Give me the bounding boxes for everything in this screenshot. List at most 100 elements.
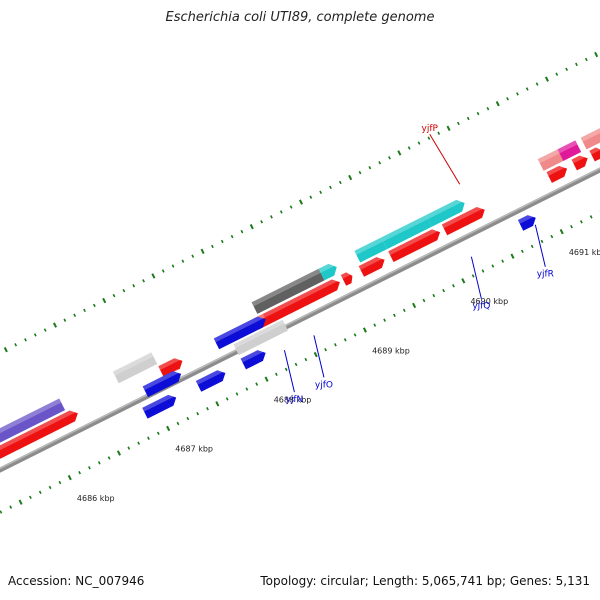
- inner-tick: [510, 253, 515, 259]
- cluster-cyan-c-gloss: [381, 215, 429, 242]
- outer-tick: [584, 57, 588, 62]
- outer-tick: [555, 72, 559, 76]
- outer-tick: [476, 111, 480, 116]
- reverse-cds-3-shape: [517, 215, 536, 231]
- scale-label-4688: 4688 kbp: [274, 395, 312, 404]
- inner-tick: [245, 387, 249, 391]
- inner-tick: [255, 382, 259, 386]
- forward-cds-8: [571, 152, 588, 171]
- inner-tick: [362, 327, 367, 333]
- outer-tick: [132, 284, 136, 288]
- forward-cds-9-gloss: [589, 145, 600, 155]
- inner-tick: [29, 495, 32, 499]
- cluster-cyan-c: [381, 215, 432, 250]
- inner-tick: [67, 474, 72, 481]
- inner-tick: [550, 234, 554, 239]
- forward-cds-0-gloss: [0, 407, 78, 464]
- reverse-cds-5: [142, 368, 182, 398]
- inner-tick-track: [0, 210, 600, 514]
- reverse-cds-3: [517, 212, 536, 231]
- inner-tick: [225, 397, 229, 401]
- forward-cds-3-shape: [340, 272, 353, 286]
- reverse-cds-1: [195, 367, 226, 392]
- outer-tick: [397, 150, 402, 156]
- cluster-cyan-b: [354, 237, 388, 263]
- reverse-cds-3-gloss: [517, 212, 535, 224]
- outer-tick: [348, 174, 353, 181]
- inner-tick: [206, 407, 209, 411]
- bottom-gene-labels: yjfNyjfOyjfQyjfRyjfY: [283, 224, 554, 405]
- cluster-cyan-a-shape: [318, 263, 337, 281]
- cluster-cyan-d: [425, 197, 465, 227]
- outer-tick: [122, 288, 126, 293]
- outer-tick: [52, 322, 58, 328]
- cluster-grey-gloss: [251, 268, 321, 307]
- inner-tick: [530, 244, 534, 249]
- inner-tick: [501, 259, 505, 263]
- inner-tick: [324, 348, 327, 352]
- cluster-pink-a-shape: [537, 149, 564, 171]
- forward-cds-5-shape: [388, 229, 441, 263]
- outer-tick: [83, 308, 86, 313]
- inner-tick: [373, 323, 377, 327]
- scale-label-4690: 4690 kbp: [470, 297, 508, 306]
- inner-tick: [156, 431, 160, 436]
- inner-tick: [0, 510, 3, 514]
- scale-label-4689: 4689 kbp: [372, 346, 410, 355]
- reverse-cds-1-gloss: [195, 367, 225, 385]
- backbone-track: [0, 167, 600, 473]
- inner-tick: [520, 249, 524, 254]
- gene-label-yjfO: yjfO: [315, 380, 333, 390]
- forward-cds-5: [388, 226, 441, 263]
- inner-tick: [304, 357, 308, 362]
- inner-tick: [313, 351, 318, 358]
- inner-tick: [294, 362, 298, 367]
- outer-tick: [33, 333, 37, 337]
- inner-tick: [579, 220, 583, 224]
- scale-label-4686: 4686 kbp: [77, 494, 115, 503]
- outer-tick: [298, 199, 303, 205]
- inner-tick: [147, 436, 150, 440]
- reverse-cds-4-gloss: [213, 313, 265, 343]
- inner-tick: [235, 392, 239, 396]
- forward-cds-0-shape: [0, 410, 78, 470]
- cluster-pink-a-gloss: [537, 149, 560, 164]
- cluster-purple: [0, 398, 66, 453]
- outer-tick: [260, 220, 264, 224]
- scale-labels: 4686 kbp 4687 kbp 4688 kbp 4689 kbp 4690 kbp…: [77, 248, 600, 503]
- outer-tick: [457, 121, 460, 126]
- scale-label-4691: 4691 kbp: [569, 248, 600, 257]
- cluster-cyan-d-shape: [425, 199, 465, 227]
- gene-leader-yjfN: [283, 350, 295, 393]
- outer-tick: [102, 297, 107, 304]
- cluster-grey-shape: [251, 268, 325, 314]
- outer-tick: [495, 101, 500, 107]
- inner-tick: [393, 313, 396, 317]
- cluster-pink-b-shape: [580, 125, 600, 150]
- reverse-cds-5-shape: [142, 371, 182, 398]
- forward-cds-4: [358, 254, 385, 277]
- outer-tick: [525, 87, 529, 91]
- reverse-cds-1-shape: [195, 370, 226, 392]
- top-gene-labels: yjfPulaAsgaBsgaAulaDsgaUsgaErpsFpriBrpsR…: [422, 124, 461, 185]
- outer-tick: [220, 239, 224, 244]
- inner-tick: [343, 338, 347, 342]
- forward-cds-1-shape: [158, 358, 183, 377]
- gene-leader-yjfO: [313, 335, 325, 378]
- outer-tick: [486, 106, 490, 111]
- outer-tick: [535, 82, 539, 86]
- inner-tick: [452, 284, 455, 288]
- reverse-cds-2-shape: [240, 350, 266, 370]
- outer-tick: [181, 259, 185, 263]
- outer-tick: [575, 62, 578, 67]
- outer-tick: [240, 229, 244, 234]
- outer-tick: [112, 293, 116, 298]
- reverse-cds-0: [142, 392, 177, 419]
- inner-tick: [353, 333, 357, 337]
- cluster-magenta-shape: [557, 140, 582, 161]
- inner-tick: [264, 376, 269, 382]
- reverse-cds-2-gloss: [240, 347, 265, 363]
- cluster-magenta-gloss: [557, 140, 578, 154]
- inner-tick: [589, 215, 593, 219]
- reverse-cds-5-gloss: [142, 368, 181, 391]
